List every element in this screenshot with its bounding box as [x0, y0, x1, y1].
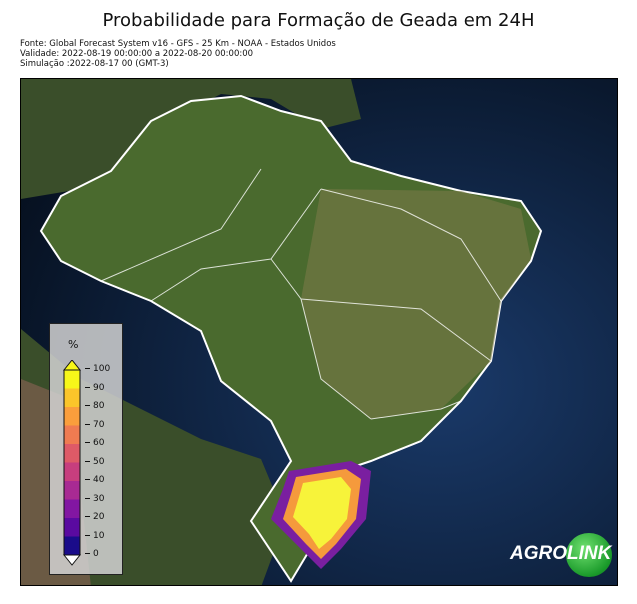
colorbar-top-arrow [62, 360, 82, 371]
colorbar-tick-label: 90 [90, 383, 104, 393]
logo-text-right: LINK [567, 543, 612, 564]
colorbar-band [64, 481, 80, 500]
brazil-cerrado [301, 189, 531, 419]
colorbar-band [64, 425, 80, 445]
validity-text: Validade: 2022-08-19 00:00:00 a 2022-08-… [20, 49, 254, 59]
colorbar-band [64, 407, 80, 426]
colorbar-band [64, 370, 80, 389]
colorbar-tick-label: 50 [90, 457, 104, 467]
colorbar-tick-label: 30 [90, 494, 104, 504]
frost-region-high [293, 477, 351, 549]
colorbar-tick-label: 80 [90, 401, 104, 411]
colorbar-band [64, 388, 80, 408]
colorbar-tick-label: 0 [90, 549, 99, 559]
agrolink-logo: AGRO LINK [508, 533, 618, 577]
colorbar-tick-label: 10 [90, 531, 104, 541]
colorbar-band [64, 444, 80, 463]
colorbar-tick-label: 20 [90, 512, 104, 522]
colorbar-band [64, 518, 80, 537]
logo-circle [566, 533, 612, 577]
colorbar-legend: % 100 90 80 70 60 50 40 30 20 10 0 [49, 323, 123, 575]
legend-unit: % [68, 338, 79, 351]
simulation-text: Simulação :2022-08-17 00 (GMT-3) [20, 59, 169, 69]
colorbar-tick-label: 40 [90, 475, 104, 485]
colorbar-band [64, 462, 80, 482]
colorbar-frame [63, 369, 81, 556]
source-text: Fonte: Global Forecast System v16 - GFS … [20, 39, 336, 49]
colorbar-tick-label: 100 [90, 364, 110, 374]
map-title: Probabilidade para Formação de Geada em … [102, 10, 535, 31]
colorbar-tick-label: 70 [90, 420, 104, 430]
colorbar-bottom-arrow [62, 554, 82, 566]
colorbar [62, 360, 82, 566]
colorbar-tick-label: 60 [90, 438, 104, 448]
colorbar-band [64, 499, 80, 519]
logo-text-left: AGRO [510, 543, 567, 564]
state-borders [100, 168, 502, 420]
colorbar-band [64, 536, 80, 556]
